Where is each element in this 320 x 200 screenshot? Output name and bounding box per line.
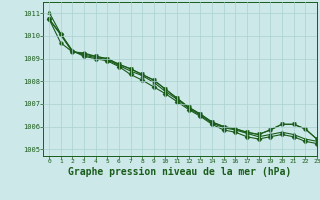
- X-axis label: Graphe pression niveau de la mer (hPa): Graphe pression niveau de la mer (hPa): [68, 167, 292, 177]
